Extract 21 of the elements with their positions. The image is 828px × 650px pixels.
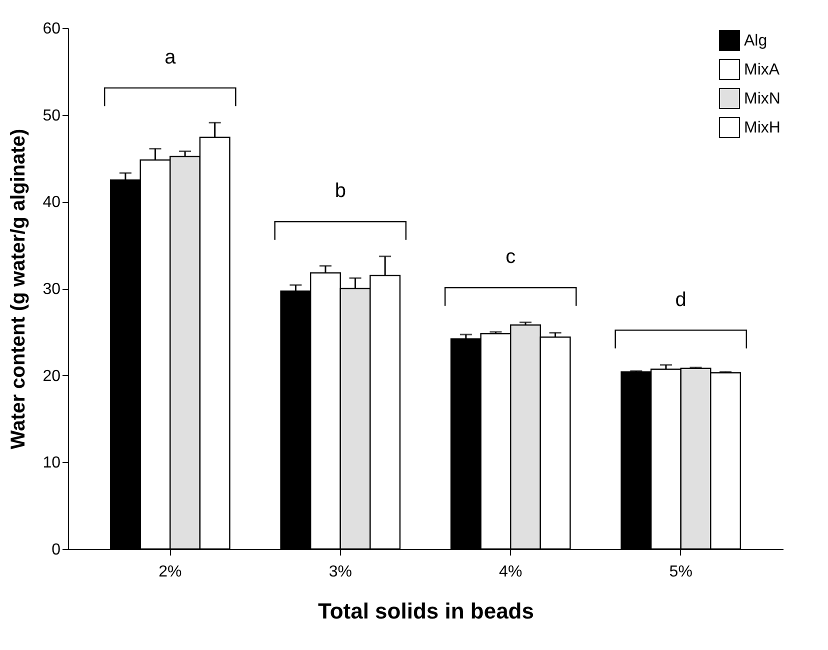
- x-tick-label: 2%: [158, 564, 182, 580]
- annotation: b: [334, 180, 346, 202]
- x-axis-title: Total solids in beads: [318, 598, 534, 624]
- y-tick-label: 30: [42, 281, 61, 298]
- y-tick-label: 0: [52, 542, 61, 558]
- x-tick-label: 3%: [328, 564, 352, 580]
- y-tick-label: 20: [42, 368, 61, 385]
- y-axis-title: Water content (g water/g alginate): [8, 128, 30, 450]
- legend-label: Alg: [744, 32, 768, 50]
- legend-label: MixN: [744, 90, 780, 108]
- annotation: d: [675, 288, 686, 311]
- x-tick-label: 5%: [669, 564, 692, 580]
- legend-label: MixA: [744, 62, 780, 78]
- annotation: a: [164, 46, 177, 69]
- x-tick-label: 4%: [499, 564, 522, 580]
- annotation: c: [506, 246, 516, 268]
- y-tick-label: 60: [42, 20, 61, 38]
- y-tick-label: 50: [42, 107, 61, 124]
- legend-label: MixH: [744, 120, 780, 136]
- y-tick-label: 10: [42, 454, 61, 472]
- y-tick-label: 40: [42, 194, 61, 212]
